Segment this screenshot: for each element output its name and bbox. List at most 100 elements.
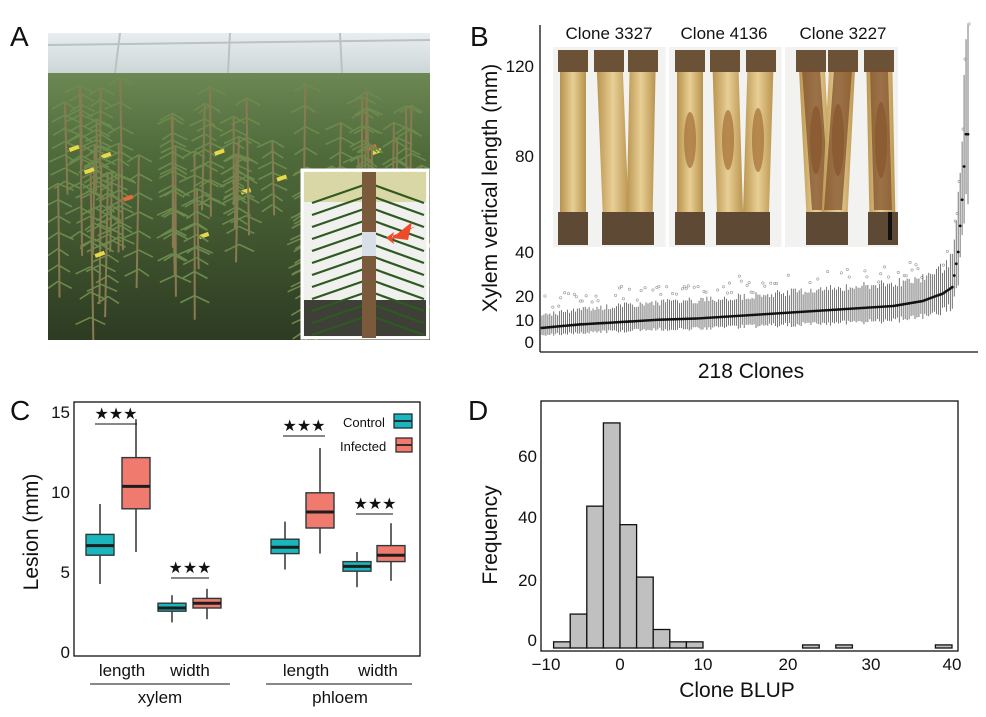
scale-bar [888, 212, 892, 240]
x-category-labels: length width length width xylem phloem [90, 661, 412, 707]
x-tick-label: 10 [694, 655, 713, 674]
clone-mean-point [670, 317, 673, 321]
histogram-bar [669, 641, 688, 649]
panel-letter-c: C [10, 395, 30, 426]
outlier-point [769, 281, 773, 285]
clone-mean-point [954, 262, 958, 266]
y-tick-label: 80 [515, 147, 534, 166]
outlier-point [620, 284, 624, 288]
outlier-point [737, 274, 741, 278]
clone-mean-point [678, 317, 681, 321]
y-axis-label: Xylem vertical length (mm) [479, 64, 502, 313]
outlier-point [722, 285, 726, 289]
outlier-point [808, 281, 812, 285]
outlier-point [596, 299, 600, 303]
panel-letter-d: D [468, 395, 488, 426]
clone-mean-point [945, 289, 948, 293]
outlier-point [578, 299, 582, 303]
outlier-point [773, 282, 777, 286]
clone-mean-point [662, 318, 666, 321]
clone-mean-point [958, 224, 962, 228]
clone-mean-point [962, 165, 966, 168]
outlier-point [879, 272, 883, 276]
y-tick-labels: 0 10 20 40 80 120 [506, 57, 534, 352]
outlier-point [574, 295, 578, 299]
outlier-point [908, 260, 912, 264]
y-tick-labels: 0 20 40 60 [518, 447, 537, 650]
clone-mean-point [950, 285, 954, 289]
outlier-point [763, 284, 767, 288]
outlier-point [684, 286, 688, 290]
outlier-point [749, 290, 753, 294]
outlier-point [845, 268, 849, 272]
x-tick-label: −10 [532, 655, 561, 674]
outlier-point [572, 292, 576, 296]
outlier-point [745, 284, 749, 288]
outlier-point [877, 280, 881, 284]
significance-stars: ★★★ [353, 496, 396, 513]
outlier-point [916, 267, 920, 271]
outlier-point [826, 270, 830, 274]
clone-mean-point [660, 318, 664, 322]
histogram-bar [569, 613, 588, 649]
histogram-bar [835, 644, 854, 649]
outlier-point [643, 286, 647, 290]
panel-a: A [10, 21, 430, 340]
tissue-label: phloem [312, 688, 368, 707]
outlier-point [590, 300, 594, 304]
y-tick-label: 15 [51, 403, 70, 422]
panel-b: B Xylem vertical length (mm) 218 Clones … [470, 21, 978, 383]
clone-label: Clone 3227 [800, 24, 887, 43]
box-plots [85, 419, 406, 623]
outlier-point [839, 271, 843, 275]
red-arrow-icon [386, 226, 416, 244]
y-tick-label: 10 [51, 483, 70, 502]
clone-distribution [540, 22, 971, 336]
outlier-point [702, 290, 706, 294]
box-infected-phloem-length [305, 492, 335, 529]
y-tick-labels: 15 10 5 0 [51, 403, 70, 662]
x-tick-label: 0 [615, 655, 624, 674]
x-axis-label: Clone BLUP [679, 679, 795, 702]
outlier-point [865, 275, 869, 279]
outlier-point [914, 263, 918, 267]
outlier-point [945, 249, 949, 253]
outlier-point [761, 281, 765, 285]
y-axis-label: Lesion (mm) [20, 474, 43, 591]
clone-mean-point [960, 198, 964, 202]
measure-label: width [169, 661, 210, 680]
outlier-point [816, 277, 820, 281]
outlier-point [584, 294, 588, 298]
clone-mean-point [674, 317, 677, 321]
outlier-point [692, 285, 696, 289]
significance-markers: ★★★ ★★★ ★★★ ★★★ [94, 406, 397, 579]
outlier-point [639, 289, 643, 293]
y-tick-label: 40 [518, 508, 537, 527]
x-axis-label: 218 Clones [698, 360, 804, 383]
y-tick-label: 0 [525, 333, 534, 352]
panel-letter-b: B [470, 21, 489, 52]
outlier-point [543, 294, 547, 298]
histogram-bar [552, 641, 571, 649]
outlier-point [910, 268, 914, 272]
outlier-point [704, 290, 708, 294]
outlier-point [904, 274, 908, 278]
clone-mean-point [681, 317, 685, 321]
outlier-point [594, 294, 598, 298]
clone-mean-point [685, 317, 689, 321]
clone-mean-point [693, 317, 697, 320]
outlier-point [726, 291, 730, 295]
y-tick-label: 120 [506, 57, 534, 76]
y-tick-label: 10 [515, 311, 534, 330]
outlier-point [727, 281, 731, 285]
histogram-bar [602, 422, 621, 649]
outlier-point [651, 288, 655, 292]
histogram-bar [801, 644, 820, 649]
outlier-point [739, 279, 743, 283]
y-tick-label: 20 [518, 571, 537, 590]
tissue-label: xylem [138, 688, 182, 707]
y-tick-label: 20 [515, 287, 534, 306]
clone-mean-point [956, 250, 960, 254]
legend-label-infected: Infected [340, 439, 386, 454]
outlier-point [883, 265, 887, 269]
